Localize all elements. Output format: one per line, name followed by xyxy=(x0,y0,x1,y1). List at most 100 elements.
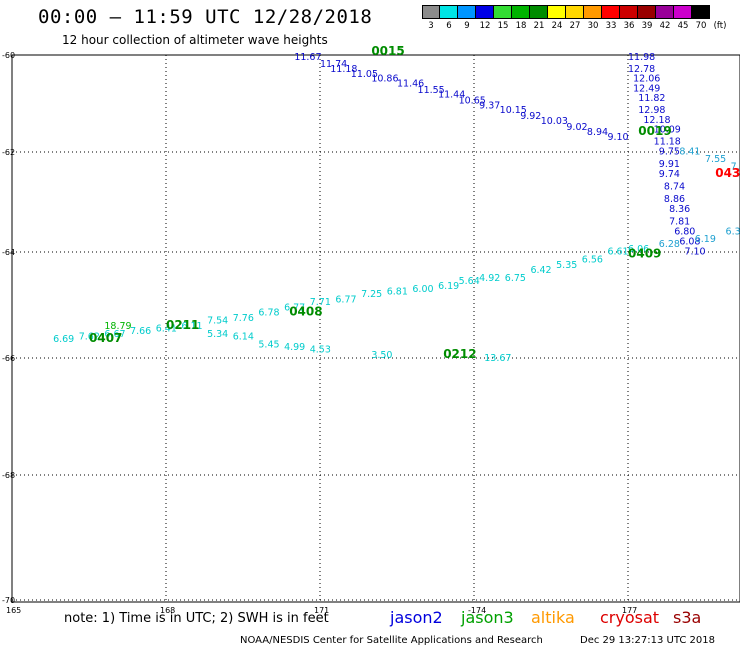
wave-height-value: 11.67 xyxy=(294,52,321,63)
lon-tick-label: 168 xyxy=(160,606,175,615)
wave-height-value: 8.36 xyxy=(669,204,690,215)
wave-height-value: 10.65 xyxy=(459,96,486,107)
lat-tick-label: -68 xyxy=(2,471,15,480)
legend-label: 27 xyxy=(569,21,581,31)
wave-height-value: 7.71 xyxy=(310,297,331,308)
legend-swatch xyxy=(476,5,494,19)
wave-height-value: 11.18 xyxy=(654,137,681,148)
wave-height-value: 4.99 xyxy=(284,342,305,353)
legend-swatch xyxy=(566,5,584,19)
wave-height-value: 5.34 xyxy=(207,329,228,340)
wave-height-value: 8.41 xyxy=(679,147,700,158)
legend-label: 15 xyxy=(497,21,509,31)
wave-height-value: 7.55 xyxy=(705,154,726,165)
wave-height-value: 7.76 xyxy=(233,313,254,324)
color-scale-legend xyxy=(422,5,710,19)
legend-swatch xyxy=(494,5,512,19)
legend-label: 70 xyxy=(695,21,707,31)
pass-time-label: 0211 xyxy=(166,318,199,332)
wave-height-value: 6.14 xyxy=(233,331,254,342)
lat-tick-label: -64 xyxy=(2,248,15,257)
wave-height-value: 6.35 xyxy=(726,227,740,238)
legend-swatch xyxy=(422,5,440,19)
legend-label: 21 xyxy=(533,21,545,31)
wave-height-value: 6.77 xyxy=(335,294,356,305)
pass-time-label: 0019 xyxy=(638,124,671,138)
satellite-name: cryosat xyxy=(600,608,660,627)
wave-height-value: 11.55 xyxy=(418,85,445,96)
legend-label: 3 xyxy=(428,21,434,31)
wave-height-value: 6.56 xyxy=(582,255,603,266)
wave-height-value: 9.37 xyxy=(479,100,500,111)
legend-swatch xyxy=(440,5,458,19)
wave-height-value: 6.11 xyxy=(181,321,202,332)
legend-swatch xyxy=(584,5,602,19)
wave-height-value: 12.49 xyxy=(633,83,660,94)
wave-height-value: 4.53 xyxy=(310,345,331,356)
wave-height-value: 12.06 xyxy=(633,74,660,85)
wave-height-value: 11.05 xyxy=(351,69,378,80)
wave-height-value: 6.67 xyxy=(104,329,125,340)
wave-height-value: 6.06 xyxy=(628,244,649,255)
wave-height-value: 9.92 xyxy=(520,111,541,122)
legend-swatch xyxy=(458,5,476,19)
wave-height-value: 5.35 xyxy=(556,260,577,271)
legend-swatch xyxy=(512,5,530,19)
wave-height-value: 6.78 xyxy=(258,308,279,319)
wave-height-value: 9.74 xyxy=(659,169,680,180)
lon-tick-label: 165 xyxy=(6,606,21,615)
legend-label: 9 xyxy=(464,21,470,31)
satellite-name: s3a xyxy=(673,608,702,627)
wave-height-value: 7.62 xyxy=(79,331,100,342)
legend-swatch xyxy=(548,5,566,19)
wave-height-value: 11.82 xyxy=(638,93,665,104)
wave-height-value: 6.75 xyxy=(505,273,526,284)
wave-height-value: 6.19 xyxy=(438,281,459,292)
legend-label: 24 xyxy=(551,21,563,31)
wave-height-value: 12.78 xyxy=(628,64,655,75)
legend-swatch xyxy=(530,5,548,19)
wave-height-value: 10.15 xyxy=(500,105,527,116)
wave-height-value: 18.79 xyxy=(104,321,131,332)
legend-label: 36 xyxy=(623,21,635,31)
wave-height-value: 6.61 xyxy=(607,247,628,258)
lon-tick-label: 171 xyxy=(314,606,329,615)
pass-time-label: 0408 xyxy=(289,305,322,319)
wave-height-value: 8.86 xyxy=(664,194,685,205)
legend-label: 42 xyxy=(659,21,671,31)
wave-height-value: 6.41 xyxy=(156,324,177,335)
wave-height-value: 8.74 xyxy=(664,182,685,193)
legend-label: 39 xyxy=(641,21,653,31)
wave-height-value: 4.92 xyxy=(479,273,500,284)
legend-label: 18 xyxy=(515,21,527,31)
wave-height-value: 3.50 xyxy=(371,350,392,361)
color-scale-labels: 3 6 9 12 15 18 21 24 27 30 33 36 39 42 45 70 (ft) xyxy=(422,21,740,33)
footnote: note: 1) Time is in UTC; 2) SWH is in fe… xyxy=(64,611,329,626)
legend-swatch xyxy=(656,5,674,19)
wave-height-value: 11.18 xyxy=(330,64,357,75)
wave-height-value: 6.77 xyxy=(284,302,305,313)
wave-height-value: 5.45 xyxy=(258,339,279,350)
legend-label: 6 xyxy=(446,21,452,31)
wave-height-value: 12.98 xyxy=(638,105,665,116)
lat-tick-label: -62 xyxy=(2,148,15,157)
lat-tick-label: -70 xyxy=(2,596,15,605)
satellite-name: jason3 xyxy=(461,608,514,627)
wave-height-value: 9.75 xyxy=(659,147,680,158)
wave-height-value: 7.72 xyxy=(731,162,740,173)
wave-height-value: 10.86 xyxy=(371,74,398,85)
lat-tick-label: -60 xyxy=(2,51,15,60)
wave-height-value: 11.46 xyxy=(397,79,424,90)
legend-label: 45 xyxy=(677,21,689,31)
wave-height-value: 11.44 xyxy=(438,90,465,101)
wave-height-value: 7.81 xyxy=(669,217,690,228)
wave-height-value: 11.98 xyxy=(628,52,655,63)
legend-swatch xyxy=(638,5,656,19)
credit-line: NOAA/NESDIS Center for Satellite Applica… xyxy=(240,635,543,646)
wave-height-value: 6.81 xyxy=(387,286,408,297)
wave-height-value: 6.08 xyxy=(679,237,700,248)
wave-height-value: 10.03 xyxy=(541,116,568,127)
lat-tick-label: -66 xyxy=(2,354,15,363)
